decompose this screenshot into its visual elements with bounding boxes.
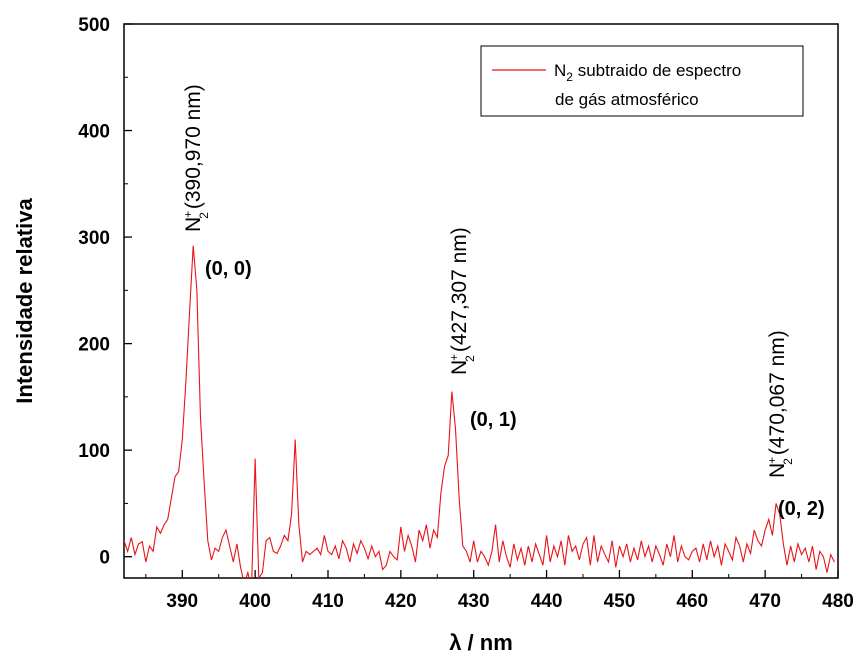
peak-label-2: N+ 2 (427,307 nm): [447, 227, 477, 375]
legend-species: N: [554, 61, 566, 80]
peak-label-3: N+ 2 (470,067 nm): [765, 330, 795, 478]
band-label-3: (0, 2): [778, 498, 825, 520]
peak-label-1: N+ 2 (390,970 nm): [181, 84, 211, 232]
x-tick-label: 470: [749, 591, 781, 612]
plot-frame: [123, 23, 839, 579]
x-tick-label: 460: [676, 591, 708, 612]
x-tick-label: 410: [312, 591, 344, 612]
legend-subscript: 2: [566, 70, 573, 84]
peak-3-wavelength: (470,067 nm): [766, 330, 789, 455]
y-tick-label: 500: [78, 15, 110, 36]
peak-2-species: N: [448, 360, 471, 375]
x-axis-title: λ / nm: [449, 630, 513, 655]
y-tick-label: 0: [99, 548, 110, 569]
legend-entry-line-2: de gás atmosférico: [555, 90, 699, 109]
legend-text-rest: subtraido de espectro: [573, 61, 741, 80]
axis-ticks: [124, 23, 839, 578]
peak-1-species: N: [182, 217, 205, 232]
y-tick-label: 200: [78, 335, 110, 356]
peak-3-species: N: [766, 463, 789, 478]
x-tick-label: 430: [458, 591, 490, 612]
x-tick-label: 450: [604, 591, 636, 612]
x-tick-label: 400: [239, 591, 271, 612]
peak-2-wavelength: (427,307 nm): [448, 227, 471, 352]
x-tick-label: 420: [385, 591, 417, 612]
band-label-2: (0, 1): [470, 409, 517, 431]
x-tick-label: 480: [822, 591, 854, 612]
x-tick-labels: 390 400 410 420 430 440 450 460 470 480: [166, 591, 853, 612]
peak-2-sup: +: [447, 354, 461, 361]
band-label-1: (0, 0): [205, 258, 252, 280]
legend: N2 subtraido de espectro de gás atmosfér…: [480, 45, 804, 117]
peak-1-wavelength: (390,970 nm): [182, 84, 205, 209]
peak-3-sup: +: [765, 457, 779, 464]
legend-entry-line-1: N2 subtraido de espectro: [554, 61, 741, 84]
peak-1-sub: 2: [197, 212, 211, 219]
y-tick-labels: 0 100 200 300 400 500: [78, 15, 110, 569]
legend-box: [480, 45, 804, 117]
x-tick-label: 390: [166, 591, 198, 612]
y-tick-label: 400: [78, 122, 110, 143]
peak-1-sup: +: [181, 211, 195, 218]
y-tick-label: 300: [78, 228, 110, 249]
peak-2-sub: 2: [463, 355, 477, 362]
spectrum-series-line: [124, 245, 835, 578]
y-tick-label: 100: [78, 441, 110, 462]
x-tick-label: 440: [531, 591, 563, 612]
peak-3-sub: 2: [781, 458, 795, 465]
y-axis-title: Intensidade relativa: [12, 198, 37, 404]
